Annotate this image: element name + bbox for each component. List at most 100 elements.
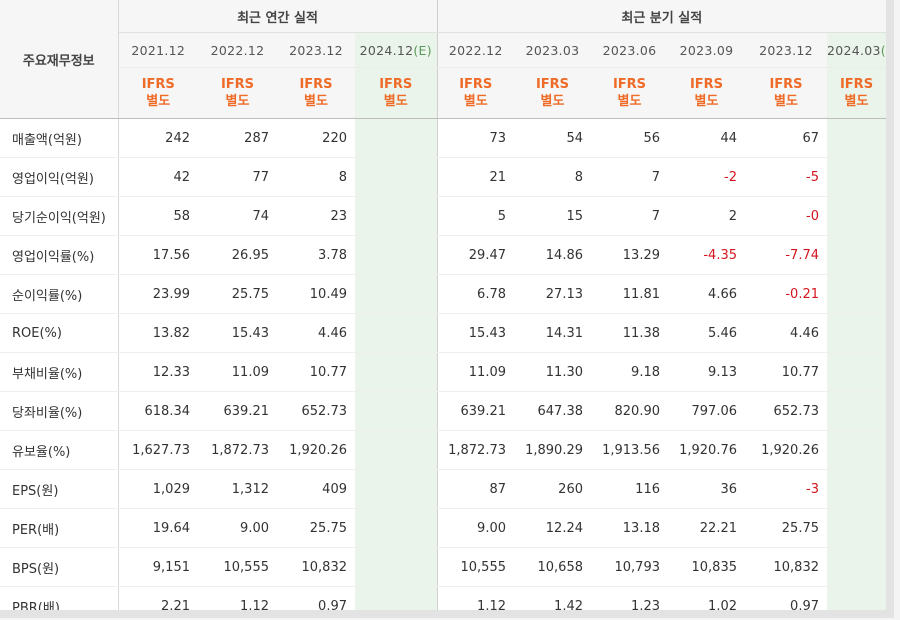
- table-cell: 10,832: [277, 547, 355, 587]
- ifrs-label: IFRS 별도: [277, 67, 355, 119]
- table-cell: [355, 391, 438, 431]
- table-cell: 260: [514, 469, 591, 509]
- table-cell: [827, 235, 886, 275]
- table-cell: 26.95: [198, 235, 277, 275]
- ifrs-basis: 별도: [225, 94, 250, 109]
- table-cell: 12.24: [514, 508, 591, 548]
- table-cell: [827, 586, 886, 610]
- table-cell: 287: [198, 118, 277, 158]
- table-cell: [355, 235, 438, 275]
- table-row: 영업이익률(%) 17.56 26.95 3.78 29.47 14.86 13.29 -4.…: [0, 235, 886, 275]
- table-cell: 14.86: [514, 235, 591, 275]
- table-cell: 23.99: [118, 274, 198, 314]
- table-cell: [827, 196, 886, 236]
- row-label: PER(배): [0, 508, 119, 548]
- table-cell: 9.00: [437, 508, 514, 548]
- period-header-quarter: 2023.12: [745, 32, 827, 68]
- table-cell: 1,920.26: [745, 430, 827, 470]
- table-cell: 14.31: [514, 313, 591, 353]
- table-row: 유보율(%) 1,627.73 1,872.73 1,920.26 1,872.73 1,…: [0, 430, 886, 470]
- table-cell: [355, 469, 438, 509]
- estimate-marker: (E): [413, 42, 432, 58]
- table-cell: -0: [745, 196, 827, 236]
- table-cell: [355, 157, 438, 197]
- row-label: 당기순이익(억원): [0, 196, 119, 236]
- table-cell: [827, 118, 886, 158]
- table-cell: 10.77: [277, 352, 355, 392]
- table-cell: [827, 352, 886, 392]
- table-cell: 13.29: [591, 235, 668, 275]
- table-cell: [827, 508, 886, 548]
- table-cell: 23: [277, 196, 355, 236]
- table-cell: 11.30: [514, 352, 591, 392]
- ifrs-label: IFRS 별도: [198, 67, 277, 119]
- ifrs-standard: IFRS: [839, 77, 874, 92]
- table-cell: 15.43: [198, 313, 277, 353]
- table-cell: 74: [198, 196, 277, 236]
- period-label: 2023.06: [602, 42, 657, 58]
- row-label: 매출액(억원): [0, 118, 119, 158]
- table-cell: 10,658: [514, 547, 591, 587]
- ifrs-standard: IFRS: [689, 77, 724, 92]
- table-row: 순이익률(%) 23.99 25.75 10.49 6.78 27.13 11.81 4.66…: [0, 274, 886, 314]
- table-cell: 797.06: [668, 391, 745, 431]
- estimate-marker: (E: [880, 42, 886, 58]
- ifrs-basis: 별도: [774, 94, 798, 109]
- table-cell: 1,312: [198, 469, 277, 509]
- table-cell: 11.38: [591, 313, 668, 353]
- table-cell: 0.97: [277, 586, 355, 610]
- ifrs-basis: 별도: [844, 94, 869, 109]
- table-cell: 1.42: [514, 586, 591, 610]
- period-header-quarter: 2023.09: [668, 32, 745, 68]
- table-cell: 19.64: [118, 508, 198, 548]
- table-cell: [355, 352, 438, 392]
- ifrs-standard: IFRS: [769, 77, 803, 92]
- period-label: 2023.12: [289, 42, 343, 58]
- table-row: BPS(원) 9,151 10,555 10,832 10,555 10,658 10,79…: [0, 547, 886, 587]
- table-cell: 8: [277, 157, 355, 197]
- table-cell: 7: [591, 196, 668, 236]
- table-cell: 10.49: [277, 274, 355, 314]
- ifrs-standard: IFRS: [141, 77, 175, 92]
- table-cell: 2.21: [118, 586, 198, 610]
- period-header-quarter: 2022.12: [437, 32, 514, 68]
- table-cell: 11.81: [591, 274, 668, 314]
- table-cell: [827, 430, 886, 470]
- table-cell: 29.47: [437, 235, 514, 275]
- table-cell: 6.78: [437, 274, 514, 314]
- table-cell: 1,913.56: [591, 430, 668, 470]
- table-cell: 9.18: [591, 352, 668, 392]
- table-cell: 12.33: [118, 352, 198, 392]
- table-cell: 652.73: [277, 391, 355, 431]
- ifrs-label: IFRS 별도: [827, 67, 886, 119]
- table-cell: [355, 430, 438, 470]
- table-cell: 116: [591, 469, 668, 509]
- row-label: 부채비율(%): [0, 352, 119, 392]
- table-cell: 4.66: [668, 274, 745, 314]
- table-row: PER(배) 19.64 9.00 25.75 9.00 12.24 13.18 22.21 2…: [0, 508, 886, 548]
- table-cell: 1,920.76: [668, 430, 745, 470]
- table-cell: 820.90: [591, 391, 668, 431]
- table-row: 당기순이익(억원) 58 74 23 5 15 7 2 -0: [0, 196, 886, 236]
- table-cell: 73: [437, 118, 514, 158]
- table-row: EPS(원) 1,029 1,312 409 87 260 116 36 -3: [0, 469, 886, 509]
- period-label: 2021.12: [131, 42, 186, 58]
- table-cell: 3.78: [277, 235, 355, 275]
- row-label: BPS(원): [0, 547, 119, 587]
- table-cell: [355, 586, 438, 610]
- table-cell: 9.00: [198, 508, 277, 548]
- table-cell: [827, 157, 886, 197]
- table-cell: -4.35: [668, 235, 745, 275]
- ifrs-label: IFRS 별도: [437, 67, 514, 119]
- table-cell: 220: [277, 118, 355, 158]
- table-cell: 17.56: [118, 235, 198, 275]
- table-cell: 25.75: [198, 274, 277, 314]
- table-cell: 5.46: [668, 313, 745, 353]
- table-cell: -0.21: [745, 274, 827, 314]
- annual-group-header: 최근 연간 실적: [118, 0, 438, 33]
- table-cell: 56: [591, 118, 668, 158]
- table-cell: 4.46: [745, 313, 827, 353]
- table-cell: 13.82: [118, 313, 198, 353]
- table-cell: [355, 118, 438, 158]
